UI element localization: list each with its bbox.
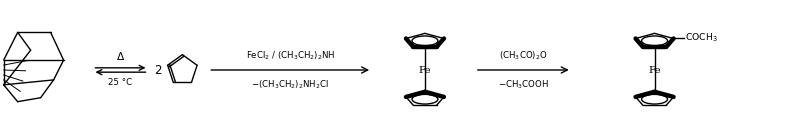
Text: $-$(CH$_3$CH$_2$)$_2$NH$_2$Cl: $-$(CH$_3$CH$_2$)$_2$NH$_2$Cl [251,78,329,91]
Text: Fe: Fe [648,66,661,74]
Text: 2: 2 [154,64,161,76]
Text: FeCl$_2$ / (CH$_3$CH$_2$)$_2$NH: FeCl$_2$ / (CH$_3$CH$_2$)$_2$NH [246,49,335,62]
Text: $-$CH$_3$COOH: $-$CH$_3$COOH [498,78,549,91]
Text: COCH$_3$: COCH$_3$ [685,32,718,44]
Text: 25 °C: 25 °C [109,78,133,87]
Text: (CH$_3$CO)$_2$O: (CH$_3$CO)$_2$O [499,49,548,62]
Text: Fe: Fe [418,66,431,74]
Text: $\Delta$: $\Delta$ [116,50,125,62]
